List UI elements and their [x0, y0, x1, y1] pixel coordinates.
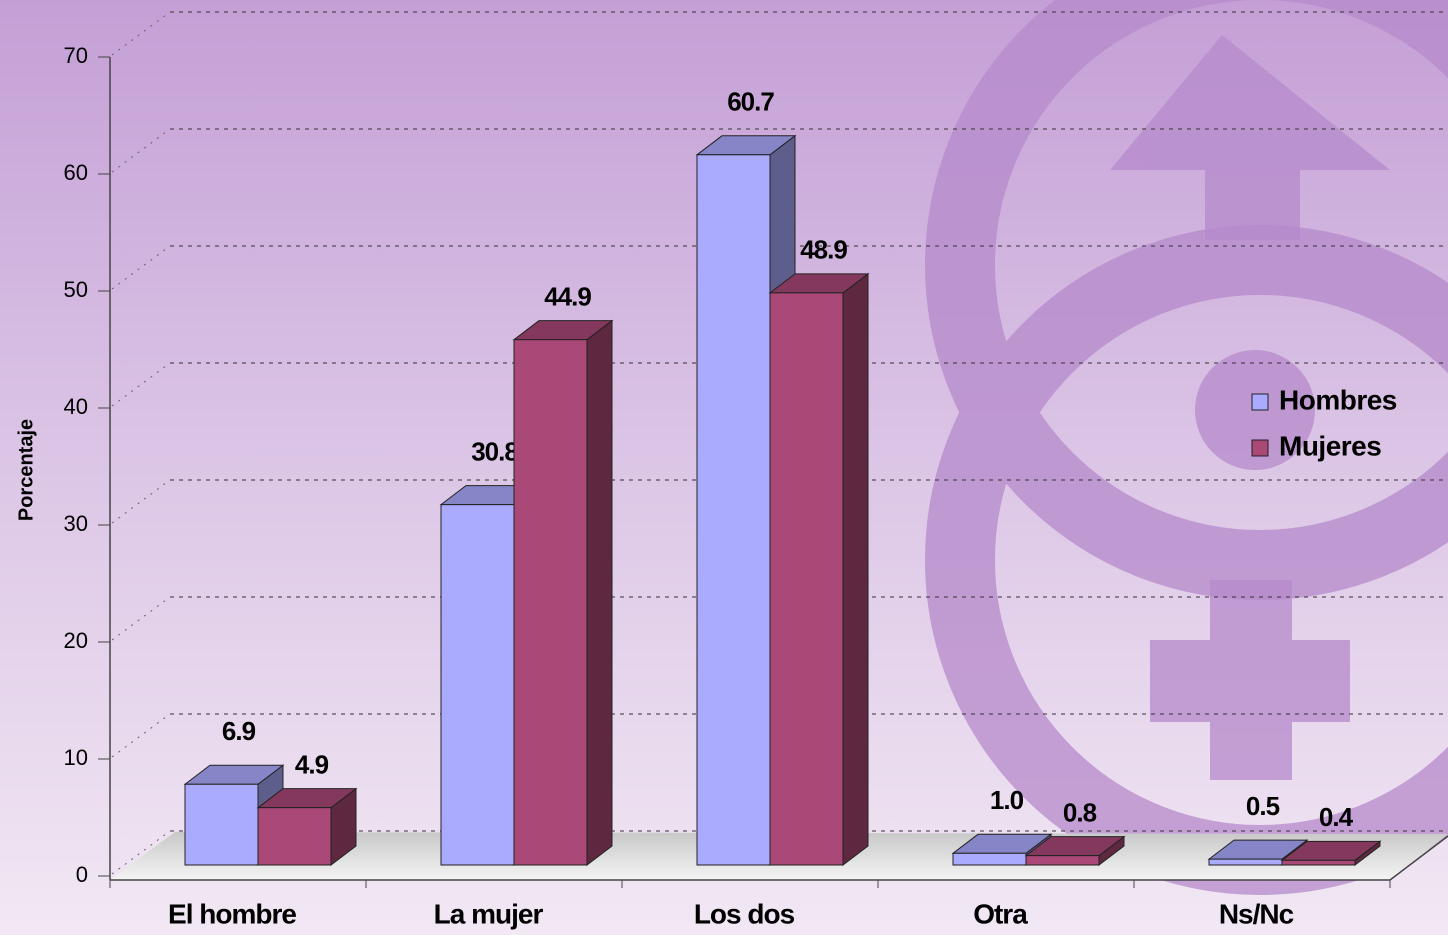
y-tick-label: 10 [64, 745, 88, 770]
y-tick-label: 20 [64, 628, 88, 653]
bar [1026, 856, 1099, 865]
y-tick-label: 40 [64, 394, 88, 419]
y-axis-title: Porcentaje [15, 419, 37, 521]
bar [770, 293, 843, 865]
x-tick-label: Los dos [694, 898, 795, 929]
bar [185, 784, 258, 865]
y-tick-label: 60 [64, 160, 88, 185]
data-label: 60.7 [727, 87, 774, 117]
data-label: 1.0 [990, 785, 1024, 815]
data-label: 6.9 [222, 716, 256, 746]
legend-swatch [1252, 394, 1268, 410]
bar [1282, 860, 1355, 865]
bar [953, 853, 1026, 865]
y-tick-label: 70 [64, 43, 88, 68]
x-tick-label: Otra [973, 898, 1028, 929]
bar [258, 808, 331, 865]
bar-side [587, 321, 612, 865]
x-tick-label: La mujer [434, 898, 544, 929]
x-tick-label: Ns/Nc [1219, 898, 1294, 929]
data-label: 0.8 [1063, 798, 1097, 828]
data-label: 44.9 [544, 282, 591, 312]
y-tick-label: 50 [64, 277, 88, 302]
bar [514, 340, 587, 865]
legend-swatch [1252, 440, 1268, 456]
data-label: 0.4 [1319, 802, 1354, 832]
chart: Porcentaje 0 10 20 30 40 50 60 70 El hombre 6.9 4.… [0, 0, 1448, 935]
data-label: 0.5 [1246, 791, 1280, 821]
y-tick-label: 30 [64, 511, 88, 536]
bar [697, 155, 770, 865]
x-tick-label: El hombre [168, 898, 296, 929]
data-label: 4.9 [295, 750, 329, 780]
bar [441, 505, 514, 865]
data-label: 48.9 [800, 235, 847, 265]
bar [1209, 859, 1282, 865]
y-tick-label: 0 [76, 862, 88, 887]
legend-label: Hombres [1279, 384, 1397, 415]
page: {"chart_data": {"type": "bar3d", "y_labe… [0, 0, 1448, 935]
bar-side [843, 274, 868, 865]
legend-label: Mujeres [1279, 430, 1381, 461]
data-label: 30.8 [471, 437, 518, 467]
